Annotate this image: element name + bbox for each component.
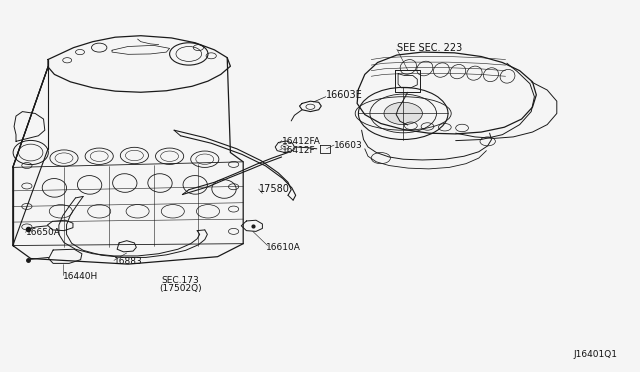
Circle shape <box>384 102 422 125</box>
Text: 16603: 16603 <box>334 141 363 150</box>
Text: 16412F: 16412F <box>282 146 316 155</box>
Text: (17502Q): (17502Q) <box>159 284 202 293</box>
Text: 16440H: 16440H <box>63 272 98 280</box>
Text: 16610A: 16610A <box>266 243 300 252</box>
Text: 16883: 16883 <box>114 257 143 266</box>
Text: SEE SEC. 223: SEE SEC. 223 <box>397 44 462 53</box>
Text: 16650A: 16650A <box>26 228 60 237</box>
Text: SEC.173: SEC.173 <box>162 276 199 285</box>
Text: 16603E: 16603E <box>326 90 363 100</box>
Text: 16412FA: 16412FA <box>282 137 321 146</box>
Text: J16401Q1: J16401Q1 <box>573 350 618 359</box>
Text: 17580: 17580 <box>259 184 290 193</box>
